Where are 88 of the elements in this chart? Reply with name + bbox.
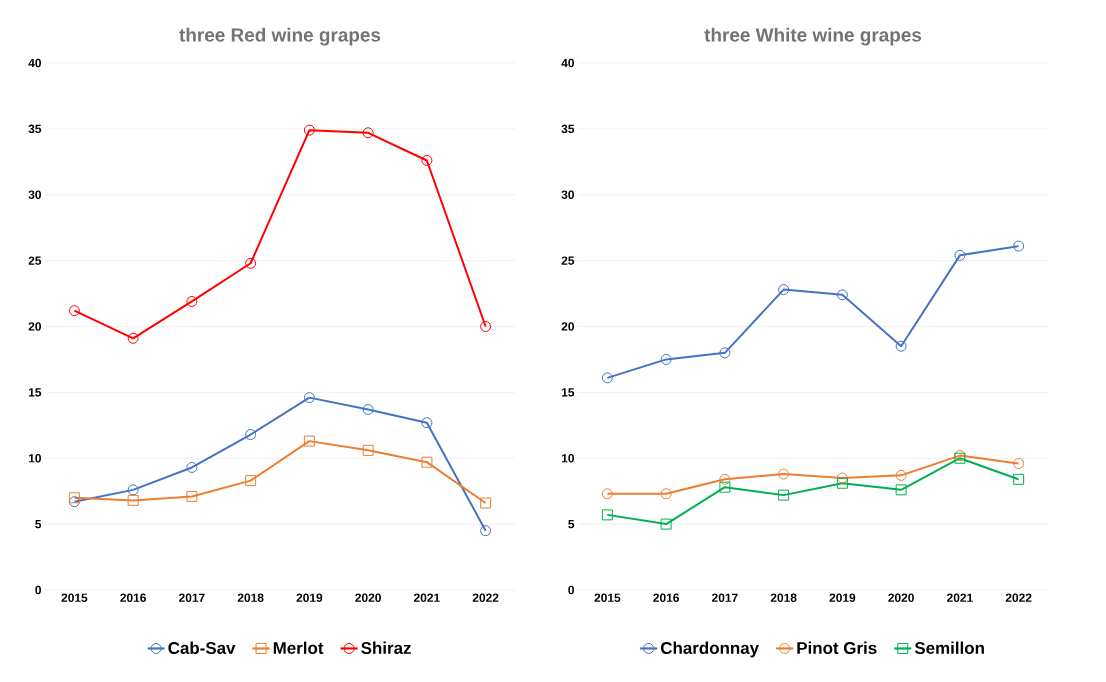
point (895, 469, 907, 481)
point (362, 127, 374, 139)
point (245, 429, 257, 441)
x-tick-label: 2022 (472, 593, 499, 602)
y-tick-label: 5 (568, 519, 575, 529)
x-tick-label: 2020 (355, 593, 381, 602)
x-tick-label: 2020 (888, 593, 914, 602)
point (1013, 458, 1025, 469)
y-tick-label: 0 (568, 585, 574, 595)
point (480, 497, 492, 509)
y-tick-label: 15 (561, 388, 575, 397)
x-tick-label: 2016 (120, 593, 146, 602)
point (186, 461, 198, 473)
point (68, 305, 80, 317)
point (68, 496, 80, 508)
y-tick-label: 0 (35, 585, 41, 595)
legend-label: Merlot (273, 641, 324, 655)
y-tick-label: 30 (28, 190, 41, 199)
x-tick-label: 2018 (237, 593, 264, 602)
point (660, 488, 672, 500)
legend-label: Shiraz (361, 641, 411, 655)
point (245, 475, 257, 487)
legend-label: Cab-Sav (168, 641, 236, 655)
chart-title: three Red wine grapes (179, 27, 381, 46)
point (1013, 240, 1025, 252)
y-tick-label: 35 (28, 124, 42, 134)
y-tick-label: 30 (561, 190, 574, 199)
point (303, 392, 315, 404)
y-tick-label: 15 (28, 388, 42, 397)
point (127, 332, 139, 344)
y-tick-label: 25 (561, 256, 575, 265)
y-tick-label: 40 (28, 58, 41, 68)
y-tick-label: 10 (28, 454, 41, 463)
point (421, 456, 433, 468)
x-tick-label: 2022 (1005, 593, 1032, 602)
y-tick-label: 25 (28, 256, 42, 265)
y-tick-label: 40 (561, 58, 574, 68)
point (245, 257, 257, 269)
x-tick-label: 2016 (653, 593, 679, 602)
point (836, 477, 848, 489)
x-tick-label: 2021 (947, 593, 973, 602)
x-tick-label: 2021 (414, 593, 440, 602)
point (836, 472, 848, 484)
point (719, 473, 731, 485)
x-tick-label: 2017 (179, 593, 205, 602)
chart-title: three White wine grapes (704, 27, 922, 46)
point (1013, 473, 1025, 485)
point (778, 284, 790, 296)
x-tick-label: 2019 (829, 593, 856, 602)
point (895, 340, 907, 352)
y-tick-label: 20 (561, 322, 574, 331)
point (68, 492, 80, 504)
legend-label: Pinot Gris (797, 641, 877, 655)
point (660, 353, 672, 365)
point (421, 154, 433, 166)
point (303, 124, 315, 136)
x-tick-label: 2019 (296, 593, 323, 602)
x-tick-label: 2017 (712, 593, 738, 602)
point (660, 518, 672, 530)
legend-label: Semillon (914, 641, 984, 655)
x-tick-label: 2015 (594, 593, 621, 602)
point (719, 481, 731, 493)
point (601, 372, 613, 384)
point (362, 403, 374, 415)
legend-label: Chardonnay (660, 641, 759, 658)
point (303, 435, 315, 447)
point (719, 347, 731, 359)
point (480, 320, 492, 332)
point (186, 295, 198, 307)
point (421, 417, 433, 429)
y-tick-label: 10 (561, 454, 574, 463)
point (127, 494, 139, 506)
point (127, 484, 139, 496)
point (895, 484, 907, 496)
point (601, 509, 613, 521)
y-tick-label: 35 (561, 124, 575, 134)
point (778, 468, 790, 480)
point (836, 289, 848, 301)
point (601, 488, 613, 500)
point (778, 489, 790, 501)
point (954, 249, 966, 261)
y-tick-label: 5 (35, 519, 42, 529)
point (362, 444, 374, 456)
y-tick-label: 20 (28, 322, 41, 331)
x-tick-label: 2015 (61, 593, 88, 602)
point (480, 525, 492, 537)
point (186, 490, 198, 502)
x-tick-label: 2018 (770, 593, 797, 602)
